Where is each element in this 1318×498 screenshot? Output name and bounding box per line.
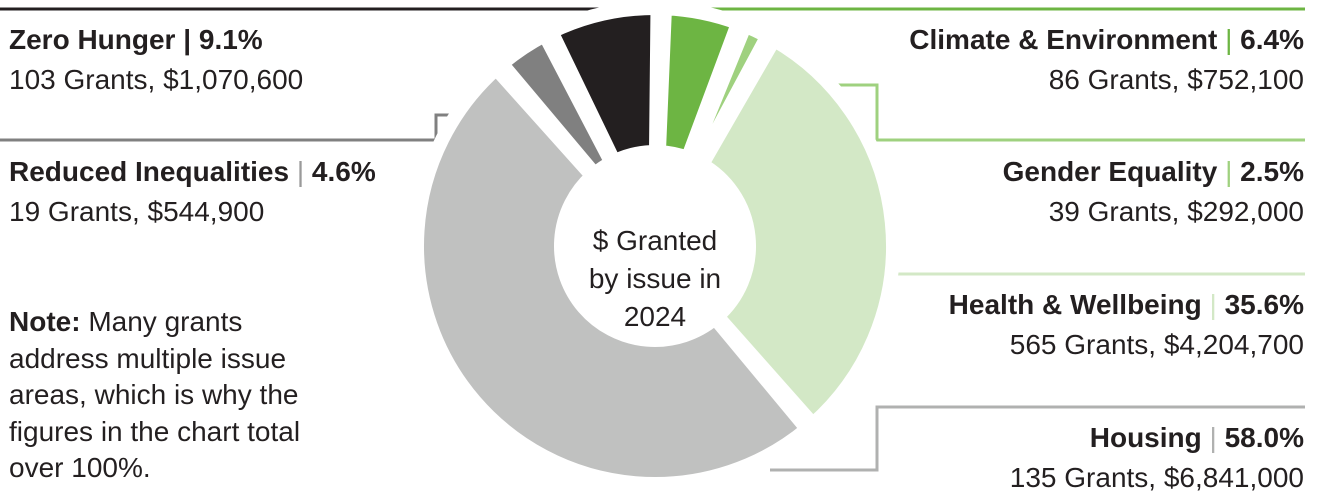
label-housing: Housing | 58.0% 135 Grants, $6,841,000 — [1010, 418, 1304, 498]
label-detail: 565 Grants, $4,204,700 — [1009, 329, 1304, 360]
label-name: Health & Wellbeing — [948, 289, 1202, 320]
leader-line-housing — [770, 405, 1305, 472]
label-percent: 4.6% — [311, 156, 376, 187]
label-separator: | — [1209, 422, 1217, 453]
label-separator: | — [183, 24, 192, 55]
label-detail: 86 Grants, $752,100 — [1048, 64, 1304, 95]
slice-zero-hunger — [542, 1, 665, 171]
slice-housing — [410, 58, 818, 491]
label-percent: 35.6% — [1224, 289, 1304, 320]
label-percent: 58.0% — [1224, 422, 1304, 453]
label-reduced-inequalities: Reduced Inequalities | 4.6% 19 Grants, $… — [9, 152, 376, 232]
center-line-1: $ Granted — [592, 225, 718, 256]
donut-slices — [410, 0, 900, 491]
label-percent: 9.1% — [198, 24, 263, 55]
note-label: Note: — [9, 306, 81, 337]
label-detail: 19 Grants, $544,900 — [9, 196, 265, 227]
label-percent: 2.5% — [1240, 156, 1304, 187]
center-line-2: by issue in — [588, 263, 722, 294]
label-detail: 135 Grants, $6,841,000 — [1009, 462, 1304, 493]
donut-center-label: $ Granted by issue in 2024 — [560, 222, 750, 336]
leader-line-reduced-inequalities — [0, 113, 498, 142]
label-zero-hunger: Zero Hunger | 9.1% 103 Grants, $1,070,60… — [9, 20, 303, 100]
label-climate: Climate & Environment | 6.4% 86 Grants, … — [909, 20, 1304, 100]
label-separator: | — [1225, 156, 1233, 187]
label-name: Housing — [1089, 422, 1202, 453]
label-detail: 103 Grants, $1,070,600 — [9, 64, 304, 95]
footnote: Note: Many grants address multiple issue… — [9, 304, 349, 487]
label-detail: 39 Grants, $292,000 — [1048, 196, 1304, 227]
slice-health — [692, 30, 900, 435]
label-health: Health & Wellbeing | 35.6% 565 Grants, $… — [949, 285, 1304, 365]
label-name: Reduced Inequalities — [9, 156, 290, 187]
label-name: Zero Hunger — [9, 24, 176, 55]
slice-climate — [651, 0, 748, 167]
label-gender: Gender Equality | 2.5% 39 Grants, $292,0… — [1003, 152, 1304, 232]
label-percent: 6.4% — [1240, 24, 1304, 55]
label-separator: | — [1225, 24, 1233, 55]
center-line-3: 2024 — [623, 301, 687, 332]
label-name: Climate & Environment — [909, 24, 1218, 55]
label-separator: | — [1209, 289, 1217, 320]
label-name: Gender Equality — [1002, 156, 1218, 187]
label-separator: | — [296, 156, 305, 187]
note-text: Many grants address multiple issue areas… — [9, 306, 301, 483]
